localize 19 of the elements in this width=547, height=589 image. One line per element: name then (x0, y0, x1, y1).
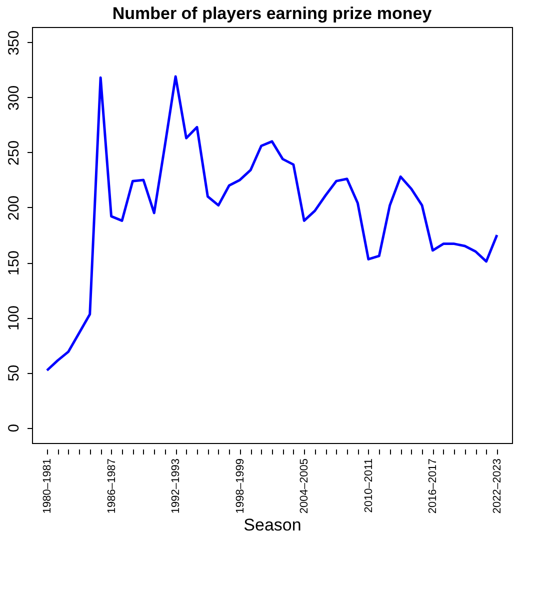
x-axis-title: Season (244, 516, 302, 535)
y-tick-label: 300 (6, 85, 22, 110)
x-tick-label: 2004–2005 (298, 458, 311, 514)
y-tick-label: 0 (6, 424, 22, 432)
x-tick-label: 1980–1981 (42, 458, 54, 514)
x-tick-label: 2010–2011 (362, 458, 375, 513)
chart-title: Number of players earning prize money (112, 4, 432, 23)
x-tick-label: 1986–1987 (106, 458, 118, 514)
x-tick-label: 1998–1999 (234, 458, 246, 514)
y-tick-label: 250 (6, 140, 22, 166)
y-tick-label: 100 (6, 306, 22, 331)
y-tick-label: 150 (6, 250, 22, 276)
line-series (46, 75, 498, 372)
x-tick-label: 2022–2023 (492, 458, 504, 514)
x-tick-label: 1992–1993 (170, 458, 182, 514)
y-tick-label: 350 (6, 30, 22, 56)
y-tick-label: 200 (6, 195, 22, 220)
x-tick-label: 2016–2017 (427, 458, 440, 514)
y-tick-label: 50 (6, 364, 22, 382)
